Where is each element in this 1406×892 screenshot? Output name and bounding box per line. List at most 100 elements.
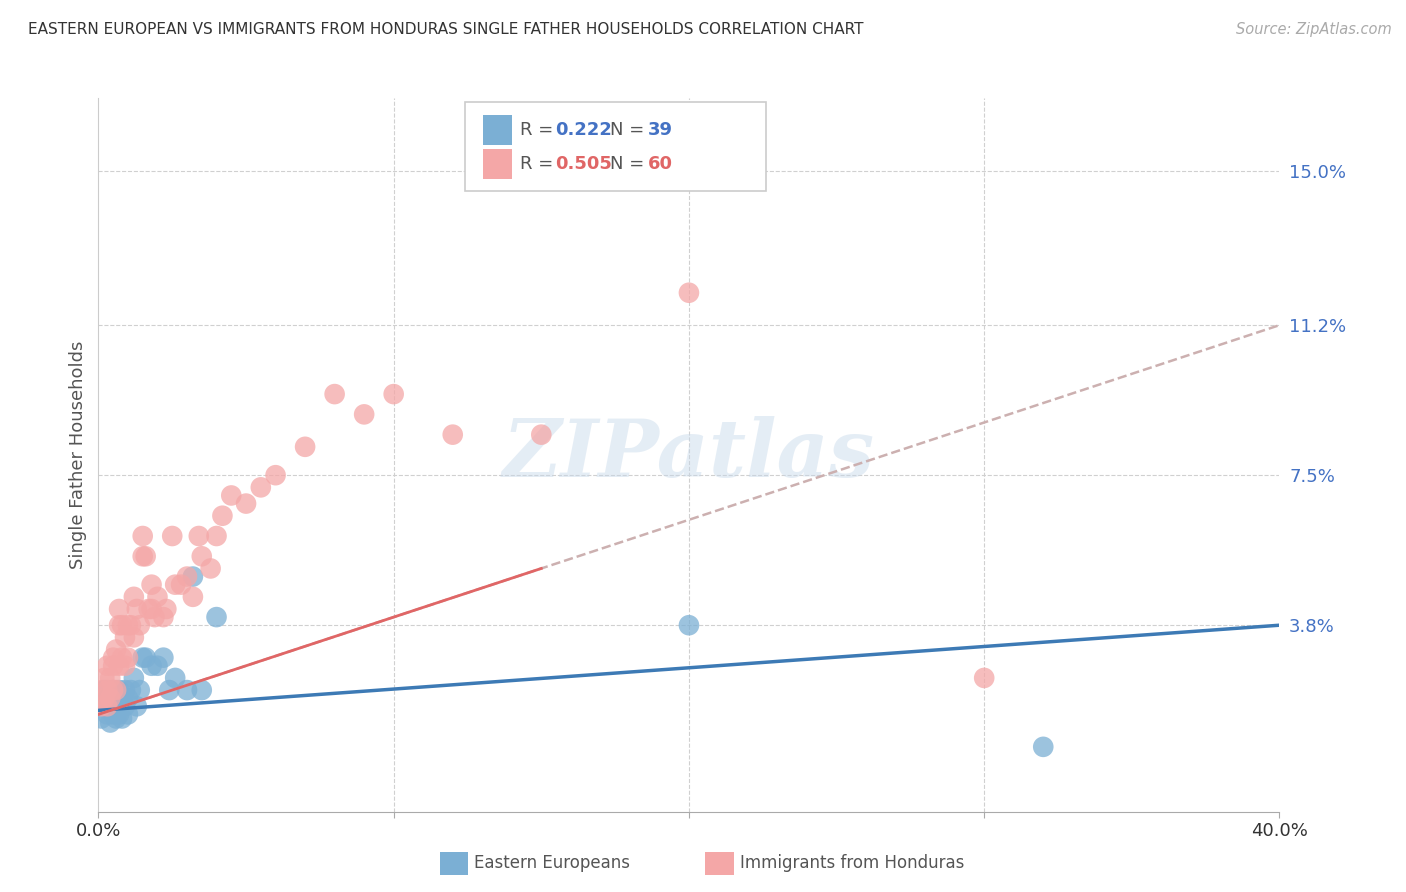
Point — [120, 618, 142, 632]
Point — [114, 631, 136, 645]
Point — [105, 699, 128, 714]
Point — [93, 671, 115, 685]
Point — [132, 650, 155, 665]
Point — [93, 691, 115, 706]
Text: N =: N = — [610, 155, 650, 173]
Point — [105, 711, 128, 725]
Point — [108, 602, 131, 616]
Point — [141, 602, 163, 616]
Point — [117, 618, 139, 632]
Text: 0.505: 0.505 — [555, 155, 613, 173]
Point — [105, 691, 128, 706]
Point — [152, 610, 174, 624]
Point — [138, 602, 160, 616]
Point — [122, 631, 145, 645]
Point — [90, 711, 112, 725]
Point — [105, 683, 128, 698]
Text: Source: ZipAtlas.com: Source: ZipAtlas.com — [1236, 22, 1392, 37]
Point — [165, 671, 187, 685]
Point — [973, 671, 995, 685]
Point — [181, 590, 204, 604]
Point — [108, 707, 131, 722]
Point — [250, 480, 273, 494]
Point — [165, 577, 187, 591]
Point — [143, 610, 166, 624]
Point — [205, 529, 228, 543]
FancyBboxPatch shape — [440, 852, 468, 874]
Point — [98, 671, 121, 685]
Point — [294, 440, 316, 454]
Point — [382, 387, 405, 401]
Point — [181, 569, 204, 583]
Point — [98, 715, 121, 730]
Point — [132, 549, 155, 564]
Point — [323, 387, 346, 401]
Point — [114, 658, 136, 673]
Point — [162, 529, 183, 543]
Point — [187, 529, 209, 543]
Point — [128, 618, 150, 632]
Point — [114, 699, 136, 714]
Y-axis label: Single Father Households: Single Father Households — [69, 341, 87, 569]
Point — [103, 658, 125, 673]
Text: N =: N = — [610, 121, 650, 139]
Point — [170, 577, 193, 591]
Point — [125, 602, 148, 616]
Point — [96, 683, 118, 698]
Point — [117, 691, 139, 706]
Point — [122, 590, 145, 604]
Text: 0.222: 0.222 — [555, 121, 613, 139]
Point — [103, 707, 125, 722]
Point — [108, 618, 131, 632]
Point — [103, 691, 125, 706]
Point — [117, 707, 139, 722]
Point — [146, 590, 169, 604]
Point — [93, 699, 115, 714]
Point — [678, 618, 700, 632]
Text: R =: R = — [520, 155, 560, 173]
Point — [90, 699, 112, 714]
Point — [211, 508, 233, 523]
Text: R =: R = — [520, 121, 560, 139]
FancyBboxPatch shape — [484, 115, 512, 145]
Point — [122, 671, 145, 685]
FancyBboxPatch shape — [464, 102, 766, 191]
Point — [103, 650, 125, 665]
Point — [530, 427, 553, 442]
Point — [157, 683, 180, 698]
Point — [191, 549, 214, 564]
Text: 60: 60 — [648, 155, 672, 173]
Text: 39: 39 — [648, 121, 672, 139]
Point — [191, 683, 214, 698]
Point — [98, 691, 121, 706]
Point — [111, 691, 134, 706]
Point — [96, 691, 118, 706]
FancyBboxPatch shape — [706, 852, 734, 874]
Point — [176, 569, 198, 583]
Point — [152, 650, 174, 665]
Point — [135, 549, 157, 564]
Point — [108, 683, 131, 698]
Point — [96, 658, 118, 673]
Point — [235, 497, 257, 511]
Point — [146, 658, 169, 673]
Point — [205, 610, 228, 624]
Point — [125, 699, 148, 714]
Point — [111, 711, 134, 725]
Point — [441, 427, 464, 442]
Point — [103, 683, 125, 698]
Point — [678, 285, 700, 300]
Point — [93, 683, 115, 698]
Point — [120, 683, 142, 698]
Point — [105, 642, 128, 657]
Point — [108, 658, 131, 673]
Point — [98, 699, 121, 714]
Point — [128, 683, 150, 698]
Point — [141, 577, 163, 591]
Point — [200, 561, 222, 575]
Point — [108, 699, 131, 714]
Point — [155, 602, 177, 616]
Point — [176, 683, 198, 698]
Text: Immigrants from Honduras: Immigrants from Honduras — [740, 855, 965, 872]
Point — [96, 699, 118, 714]
